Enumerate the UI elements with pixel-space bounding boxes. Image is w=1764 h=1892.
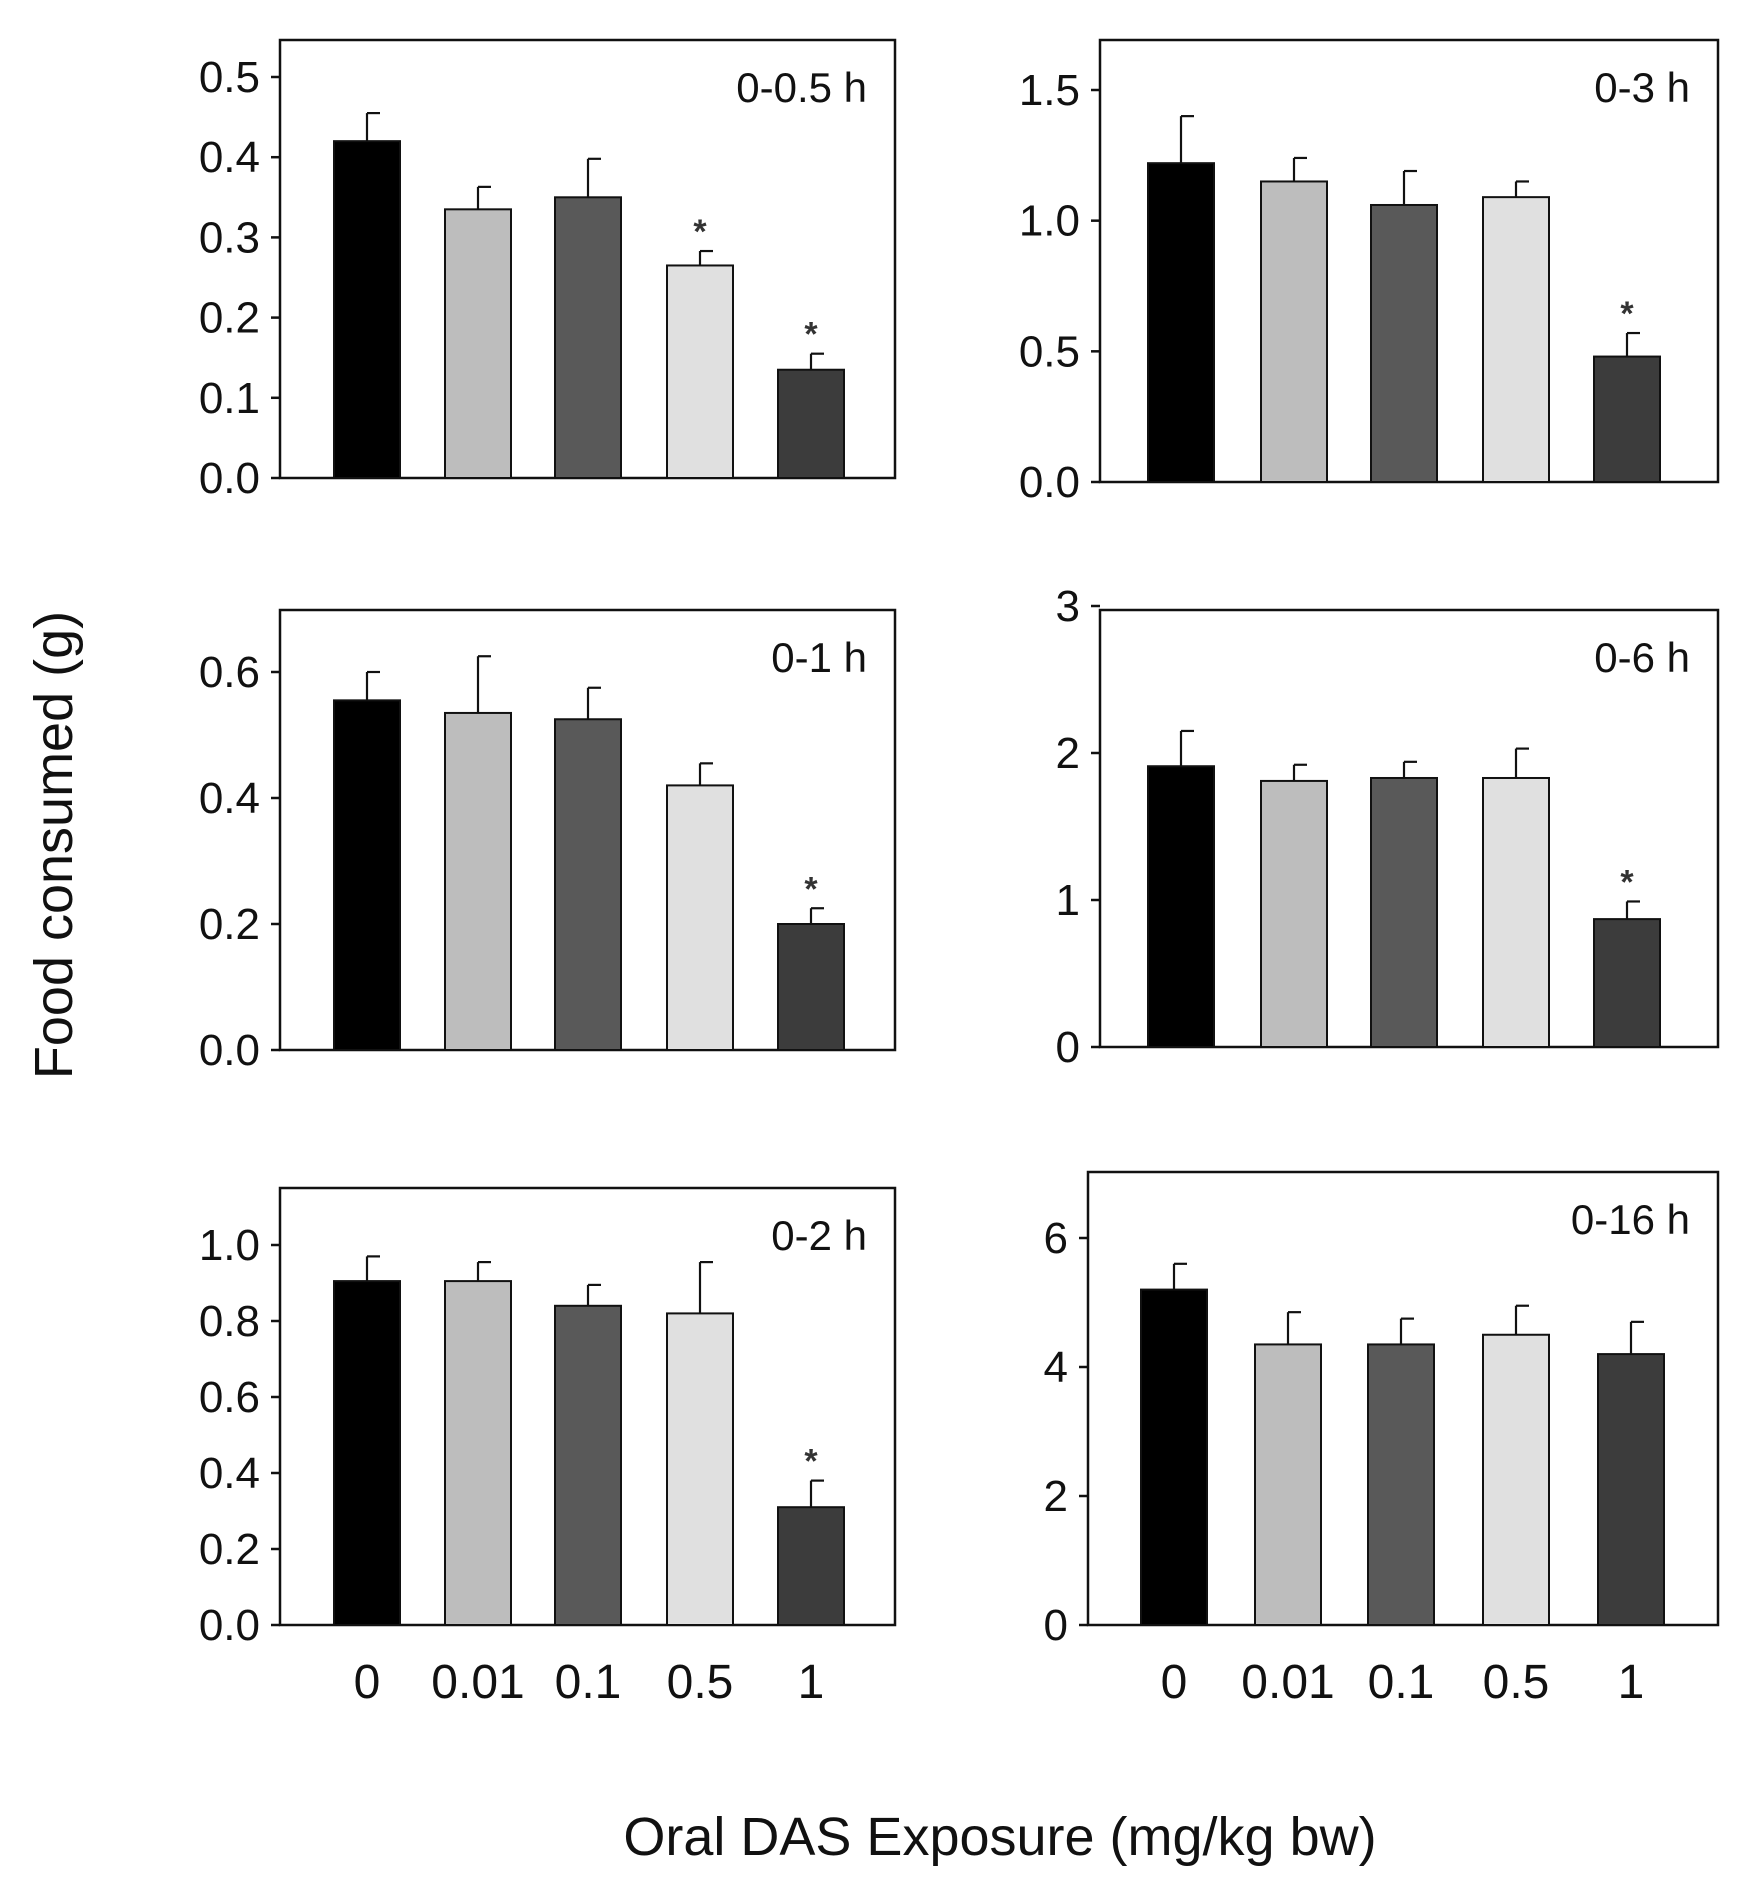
bar <box>554 1304 622 1627</box>
bar <box>1260 180 1328 483</box>
y-tick-label: 1.0 <box>1019 197 1080 246</box>
y-tick-label: 3 <box>1056 582 1080 631</box>
x-tick-label: 0.01 <box>431 1656 524 1709</box>
y-tick-label: 0.6 <box>199 648 260 697</box>
panel-title: 0-16 h <box>1571 1196 1690 1243</box>
bar <box>333 140 401 479</box>
x-tick-label: 0.5 <box>667 1656 734 1709</box>
significance-marker: * <box>804 1443 818 1481</box>
bar <box>666 264 734 479</box>
x-tick-label: 0.1 <box>1368 1656 1435 1709</box>
y-tick-label: 0 <box>1044 1601 1068 1650</box>
significance-marker: * <box>804 870 818 908</box>
x-tick-label: 0 <box>1161 1656 1188 1709</box>
x-tick-label: 0.01 <box>1241 1656 1334 1709</box>
bar <box>333 1280 401 1626</box>
y-tick-label: 2 <box>1044 1472 1068 1521</box>
bar <box>777 923 845 1051</box>
bar <box>1147 765 1215 1048</box>
bar <box>666 784 734 1052</box>
x-axis-title: Oral DAS Exposure (mg/kg bw) <box>623 1807 1376 1867</box>
bar <box>1370 203 1438 483</box>
y-tick-label: 0.0 <box>1019 458 1080 507</box>
y-tick-label: 0.0 <box>199 1026 260 1075</box>
bar <box>1140 1288 1208 1626</box>
bar <box>1482 196 1550 483</box>
significance-marker: * <box>804 316 818 354</box>
bar <box>1370 776 1438 1048</box>
x-tick-label: 0.1 <box>555 1656 622 1709</box>
bar <box>444 208 512 480</box>
bar <box>1147 162 1215 483</box>
y-tick-label: 0.4 <box>199 774 260 823</box>
y-tick-label: 0.2 <box>199 294 260 343</box>
chart-panel: 0.0 0.2 0.4 0.6 0-1 h * <box>199 608 897 1075</box>
panel-title: 0-1 h <box>771 634 867 681</box>
panel-title: 0-3 h <box>1594 64 1690 111</box>
panels: 0.00.10.20.30.40.5 0-0.5 h**0.00.51.01.5 0… <box>199 38 1720 1709</box>
y-tick-label: 0.4 <box>199 133 260 182</box>
y-tick-label: 0 <box>1056 1023 1080 1072</box>
panel-title: 0-0.5 h <box>736 64 867 111</box>
y-tick-label: 2 <box>1056 729 1080 778</box>
y-tick-label: 0.2 <box>199 900 260 949</box>
y-axis-title: Food consumed (g) <box>24 611 84 1079</box>
y-tick-label: 0.2 <box>199 1525 260 1574</box>
x-tick-label: 0.5 <box>1483 1656 1550 1709</box>
bar <box>554 196 622 480</box>
bar <box>1593 355 1661 483</box>
bar <box>1482 776 1550 1048</box>
y-tick-label: 0.8 <box>199 1297 260 1346</box>
y-tick-label: 0.4 <box>199 1449 260 1498</box>
bar <box>777 1506 845 1626</box>
y-tick-label: 0.3 <box>199 213 260 262</box>
y-tick-label: 6 <box>1044 1214 1068 1263</box>
panel-title: 0-2 h <box>771 1212 867 1259</box>
bar <box>554 718 622 1051</box>
y-tick-label: 1.5 <box>1019 66 1080 115</box>
x-tick-label: 1 <box>798 1656 825 1709</box>
bar <box>1597 1353 1665 1626</box>
x-tick-label: 0 <box>354 1656 381 1709</box>
significance-marker: * <box>1620 295 1634 333</box>
panel-title: 0-6 h <box>1594 634 1690 681</box>
chart-panel: 0.0 0.5 1.0 1.5 0-3 h * <box>1019 38 1720 507</box>
x-tick-label: 1 <box>1618 1656 1645 1709</box>
bar <box>1254 1343 1322 1627</box>
chart-panel: 0.0 0.1 0.2 0.3 0.4 0.5 0-0.5 h * * <box>199 38 897 503</box>
y-tick-label: 1.0 <box>199 1221 260 1270</box>
y-tick-label: 1 <box>1056 876 1080 925</box>
bar <box>444 1280 512 1626</box>
y-tick-label: 0.0 <box>199 1601 260 1650</box>
bar <box>1482 1333 1550 1626</box>
bar <box>1367 1343 1435 1627</box>
y-tick-label: 0.5 <box>1019 327 1080 376</box>
y-tick-label: 0.6 <box>199 1373 260 1422</box>
bar <box>1593 918 1661 1048</box>
significance-marker: * <box>1620 863 1634 901</box>
significance-marker: * <box>693 213 707 251</box>
chart-panel: 0 2 4 6 0-16 h 0 0.01 0.1 0.5 1 <box>1044 1170 1720 1709</box>
y-tick-label: 0.0 <box>199 454 260 503</box>
chart-panel: 0 1 2 3 0-6 h * <box>1056 582 1720 1072</box>
bar <box>1260 779 1328 1048</box>
chart-panel: 0.0 0.2 0.4 0.6 0.8 1.0 0-2 h * 0 0.01 0.1 0.5 1 <box>199 1186 897 1709</box>
y-tick-label: 0.5 <box>199 53 260 102</box>
bar <box>666 1312 734 1627</box>
bar <box>444 711 512 1051</box>
y-tick-label: 0.1 <box>199 374 260 423</box>
bar <box>777 368 845 480</box>
y-tick-label: 4 <box>1044 1343 1068 1392</box>
bar <box>333 699 401 1051</box>
